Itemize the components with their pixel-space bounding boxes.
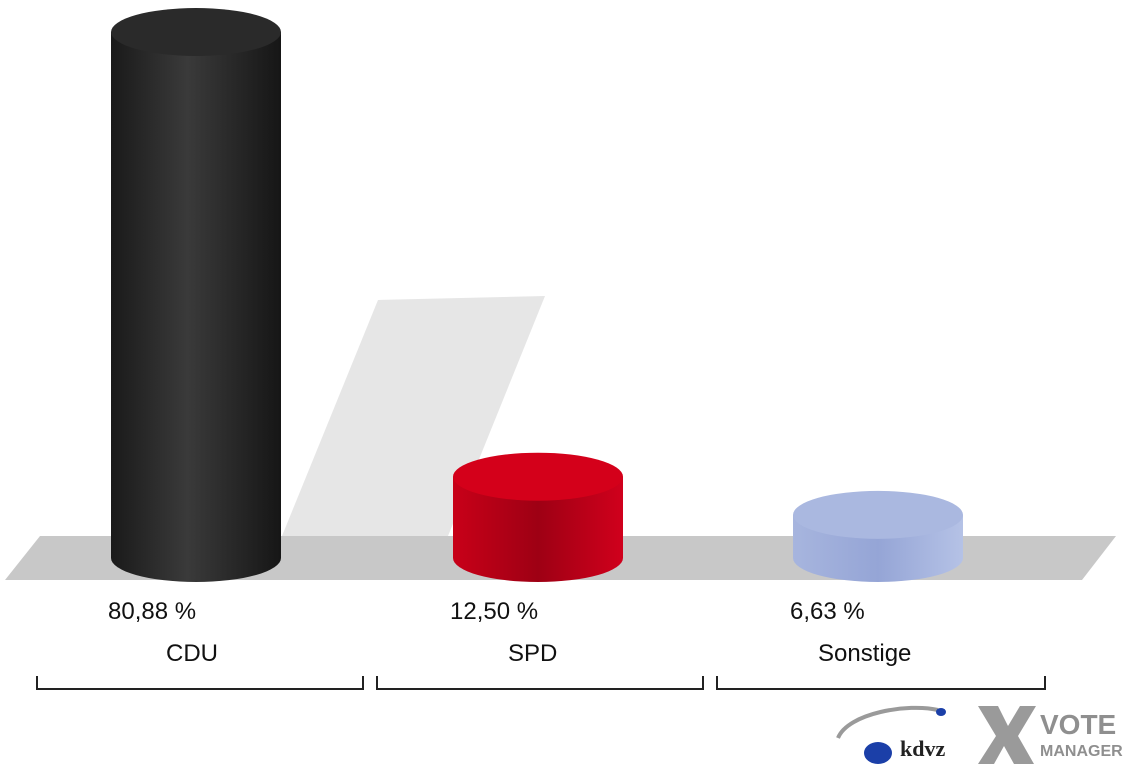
category-label: Sonstige	[818, 640, 912, 667]
bar-shadow	[282, 296, 545, 536]
bar-sonstige	[793, 490, 963, 582]
bar-body	[111, 32, 281, 582]
vote-text: VOTE	[1040, 709, 1116, 740]
bar-top	[793, 490, 963, 539]
category-label: SPD	[508, 640, 558, 667]
manager-text: MANAGER	[1040, 743, 1123, 760]
kdvz-text: kdvz	[900, 736, 945, 761]
category-bracket	[376, 676, 704, 690]
bar-body	[453, 476, 623, 582]
kdvz-swoosh	[836, 705, 939, 739]
bar-spd	[453, 452, 623, 582]
value-label: 6,63 %	[790, 598, 865, 625]
bar-top	[453, 452, 623, 501]
vote-x-mark	[978, 706, 1036, 764]
bar-cdu	[111, 8, 281, 582]
kdvz-orb	[864, 742, 892, 764]
category-label: CDU	[166, 640, 218, 667]
value-label: 12,50 %	[450, 598, 539, 625]
vote-manager-logo: kdvz VOTE MANAGER	[836, 705, 1123, 764]
value-label: 80,88 %	[108, 598, 197, 625]
bar-top	[111, 8, 281, 56]
category-bracket	[36, 676, 364, 690]
category-bracket	[716, 676, 1046, 690]
